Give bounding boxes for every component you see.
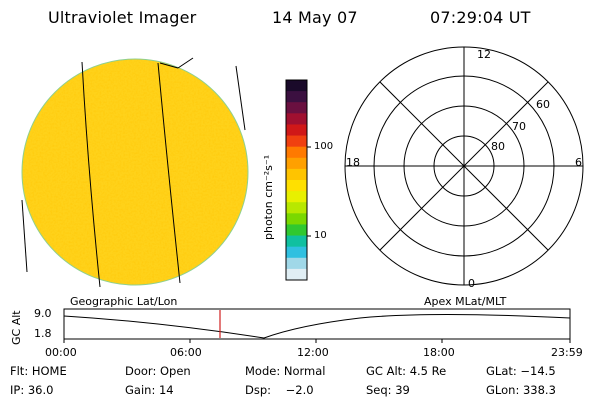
lat-label-70: 70 xyxy=(512,120,526,133)
lat-label-60: 60 xyxy=(536,98,550,111)
colorbar-segment xyxy=(286,202,307,214)
instrument-title: Ultraviolet Imager xyxy=(48,8,197,27)
time-tick-2: 12:00 xyxy=(297,346,329,359)
geographic-label: Geographic Lat/Lon xyxy=(70,295,178,308)
glat-status: GLat: −14.5 xyxy=(486,364,556,378)
colorbar-segment xyxy=(286,113,307,125)
y-min-label: 1.8 xyxy=(34,327,52,340)
longitude-line xyxy=(157,62,181,284)
colorbar-unit-label: photon cm⁻²s⁻¹ xyxy=(262,154,275,240)
glon-status: GLon: 338.3 xyxy=(486,383,556,397)
time-tick-1: 06:00 xyxy=(170,346,202,359)
date-label: 14 May 07 xyxy=(272,8,358,27)
colorbar-segment xyxy=(286,124,307,137)
apex-label: Apex MLat/MLT xyxy=(424,295,507,308)
colorbar-segment xyxy=(286,213,307,225)
filter-status: Flt: HOME xyxy=(10,364,67,378)
colorbar-segment xyxy=(286,157,307,170)
mlt-label-18: 18 xyxy=(346,156,360,169)
colorbar-segment xyxy=(286,224,307,237)
longitude-line xyxy=(235,65,246,131)
door-status: Door: Open xyxy=(125,364,191,378)
time-tick-3: 18:00 xyxy=(423,346,455,359)
colorbar-segment xyxy=(286,135,307,148)
longitude-line xyxy=(81,61,101,288)
mlt-label-6: 6 xyxy=(575,156,582,169)
uv-image-disk xyxy=(21,57,249,288)
mode-status: Mode: Normal xyxy=(245,364,326,378)
colorbar-segment xyxy=(286,80,307,92)
lat-label-80: 80 xyxy=(491,140,505,153)
time-tick-4: 23:59 xyxy=(551,346,583,359)
colorbar-segment xyxy=(286,191,307,203)
colorbar-segment xyxy=(286,268,307,281)
colorbar-segment xyxy=(286,168,307,181)
colorbar-tick-100: 100 xyxy=(314,141,334,152)
y-max-label: 9.0 xyxy=(34,307,52,320)
colorbar-segment xyxy=(286,257,307,270)
time-label: 07:29:04 UT xyxy=(430,8,531,27)
colorbar-segment xyxy=(286,102,307,114)
colorbar-tick-10: 10 xyxy=(314,230,327,241)
time-tick-0: 00:00 xyxy=(45,346,77,359)
colorbar-segment xyxy=(286,180,307,192)
mlt-label-12: 12 xyxy=(477,48,491,61)
ip-status: IP: 36.0 xyxy=(10,383,54,397)
polar-grid-plot xyxy=(344,46,584,286)
dsp-status: Dsp: −2.0 xyxy=(245,383,314,397)
altitude-curve xyxy=(63,314,571,339)
colorbar-segment xyxy=(286,146,307,159)
gc-alt-status: GC Alt: 4.5 Re xyxy=(366,364,447,378)
seq-status: Seq: 39 xyxy=(366,383,410,397)
colorbar xyxy=(286,80,307,281)
longitude-line xyxy=(21,199,28,273)
gain-status: Gain: 14 xyxy=(125,383,174,397)
colorbar-segment xyxy=(286,91,307,103)
colorbar-segment xyxy=(286,235,307,248)
gc-alt-axis-label: GC Alt xyxy=(10,310,23,345)
mlt-label-0: 0 xyxy=(468,277,475,290)
ephemeris-plot xyxy=(63,308,571,343)
colorbar-segment xyxy=(286,246,307,259)
